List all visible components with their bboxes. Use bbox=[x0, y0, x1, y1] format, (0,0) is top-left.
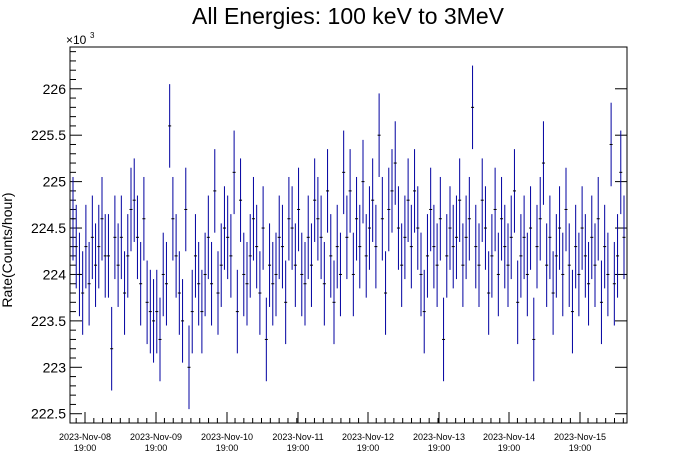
x-tick-date: 2023-Nov-14 bbox=[483, 432, 535, 442]
y-multiplier-exponent: 3 bbox=[90, 31, 95, 40]
x-axis: 2023-Nov-0819:002023-Nov-0919:002023-Nov… bbox=[59, 412, 624, 453]
data-series bbox=[71, 65, 626, 410]
x-tick-time: 19:00 bbox=[145, 443, 168, 453]
x-tick-date: 2023-Nov-15 bbox=[554, 432, 606, 442]
plot-frame bbox=[69, 46, 628, 424]
y-tick-label: 226 bbox=[43, 81, 67, 97]
y-tick-label: 222.5 bbox=[31, 406, 66, 422]
x-tick-date: 2023-Nov-08 bbox=[59, 432, 111, 442]
y-tick-label: 223.5 bbox=[31, 313, 66, 329]
y-tick-label: 225.5 bbox=[31, 127, 66, 143]
y-tick-label: 223 bbox=[43, 359, 67, 375]
x-tick-date: 2023-Nov-10 bbox=[201, 432, 253, 442]
x-tick-time: 19:00 bbox=[428, 443, 451, 453]
y-multiplier: ×10 bbox=[66, 33, 87, 47]
y-tick-label: 224.5 bbox=[31, 220, 66, 236]
x-tick-time: 19:00 bbox=[287, 443, 310, 453]
x-tick-date: 2023-Nov-13 bbox=[413, 432, 465, 442]
y-tick-label: 225 bbox=[43, 174, 67, 190]
chart-title: All Energies: 100 keV to 3MeV bbox=[192, 3, 505, 29]
x-tick-time: 19:00 bbox=[498, 443, 521, 453]
y-tick-label: 224 bbox=[43, 266, 67, 282]
x-tick-time: 19:00 bbox=[357, 443, 380, 453]
x-tick-time: 19:00 bbox=[569, 443, 592, 453]
x-tick-date: 2023-Nov-12 bbox=[342, 432, 394, 442]
y-axis: 222.5 223 223.5 224 224.5 225 225.5 226 bbox=[31, 51, 627, 424]
y-axis-label: Rate(Counts/hour) bbox=[0, 192, 15, 307]
x-tick-time: 19:00 bbox=[216, 443, 239, 453]
x-tick-date: 2023-Nov-11 bbox=[272, 432, 323, 442]
x-tick-date: 2023-Nov-09 bbox=[130, 432, 182, 442]
x-tick-time: 19:00 bbox=[74, 443, 97, 453]
